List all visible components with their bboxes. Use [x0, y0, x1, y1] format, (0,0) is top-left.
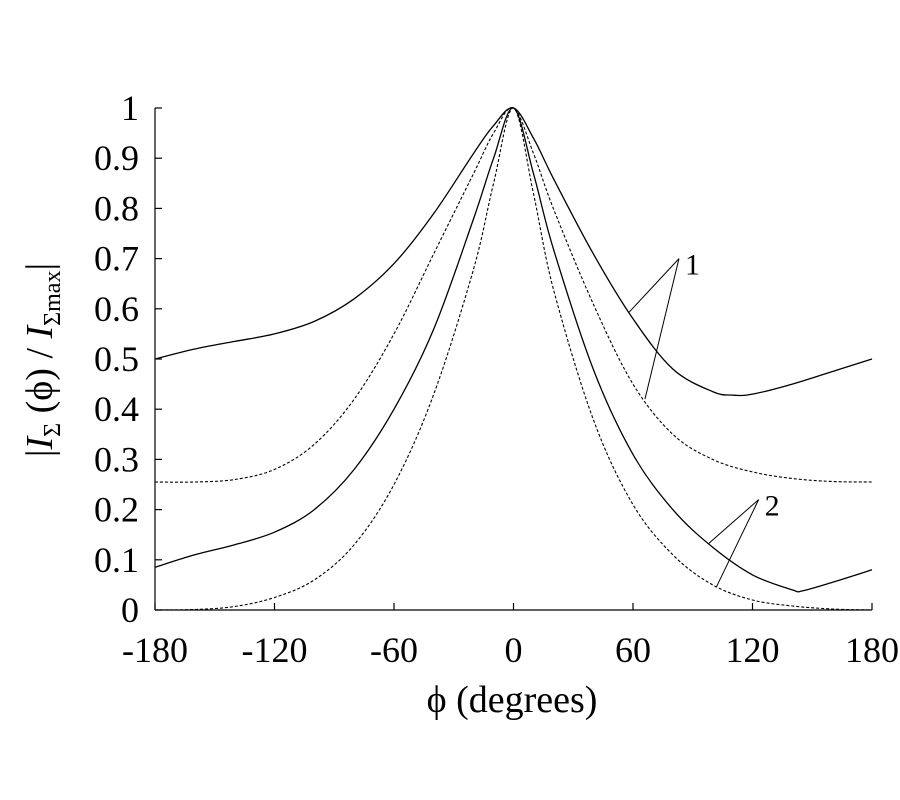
- annotation-label-1: 1: [685, 249, 700, 282]
- y-axis-title-abs-close: |: [19, 263, 61, 271]
- y-axis-title-i2: I: [19, 323, 61, 339]
- annotations: 12: [628, 249, 780, 587]
- series-line-2-dashed: [154, 107, 873, 611]
- series-line-1-dashed: [154, 107, 873, 483]
- y-tick-label: 0.6: [94, 289, 139, 329]
- x-tick-label: 0: [505, 630, 523, 670]
- y-axis-title-sub1: Σ: [40, 423, 66, 437]
- y-tick-label: 0.5: [94, 339, 139, 379]
- y-tick-label: 0.7: [94, 239, 139, 279]
- x-tick-label: 180: [845, 630, 899, 670]
- y-tick-label: 0.2: [94, 490, 139, 530]
- y-tick-label: 0: [121, 590, 139, 630]
- y-tick-label: 0.4: [94, 389, 139, 429]
- y-axis-title-sub2: Σmax: [40, 271, 66, 326]
- annotation-leader-2: [708, 499, 759, 544]
- annotation-label-2: 2: [765, 490, 780, 523]
- x-tick-label: 60: [615, 630, 651, 670]
- x-tick-label: 120: [726, 630, 780, 670]
- y-axis-title: |IΣ (ϕ) / IΣmax|: [19, 263, 66, 457]
- x-tick-label: -120: [242, 630, 308, 670]
- y-tick-label: 1: [121, 88, 139, 128]
- x-tick-label: -180: [122, 630, 188, 670]
- y-axis-title-arg: (ϕ) /: [19, 338, 61, 422]
- y-tick-label: 0.3: [94, 439, 139, 479]
- series-line-2-solid: [154, 107, 873, 593]
- axis-titles: ϕ (degrees) |IΣ (ϕ) / IΣmax|: [19, 263, 597, 721]
- annotation-leader-1: [628, 258, 680, 313]
- y-tick-label: 0.1: [94, 540, 139, 580]
- y-axis-title-abs-open: |: [19, 449, 61, 457]
- series-line-1-solid: [154, 107, 873, 397]
- y-axis-title-i1: I: [19, 434, 61, 450]
- annotation-leader-1: [644, 258, 680, 400]
- curves: [154, 107, 873, 611]
- y-tick-label: 0.8: [94, 188, 139, 228]
- x-tick-label: -60: [370, 630, 418, 670]
- axes: 0 0.1 0.2 0.3 0.4 0.5 0.6 0.7 0.8 0.9 1 -180 -120 -60…: [94, 88, 899, 670]
- x-axis-title: ϕ (degrees): [427, 679, 598, 721]
- y-tick-label: 0.9: [94, 138, 139, 178]
- annotation-leader-2: [716, 499, 760, 587]
